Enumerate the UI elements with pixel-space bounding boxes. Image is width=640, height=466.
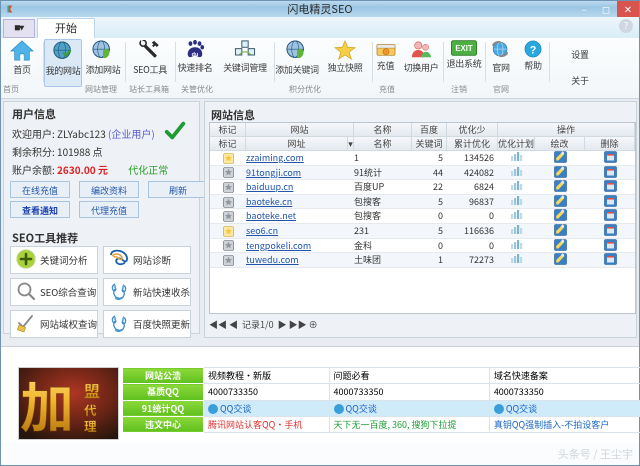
svg-text:du: du bbox=[192, 52, 199, 58]
svg-text:?: ? bbox=[530, 45, 537, 57]
svg-text:加: 加 bbox=[20, 368, 74, 439]
svg-text:理: 理 bbox=[84, 416, 97, 435]
svg-text:盟: 盟 bbox=[84, 378, 100, 402]
svg-text:EXIT: EXIT bbox=[455, 44, 473, 53]
